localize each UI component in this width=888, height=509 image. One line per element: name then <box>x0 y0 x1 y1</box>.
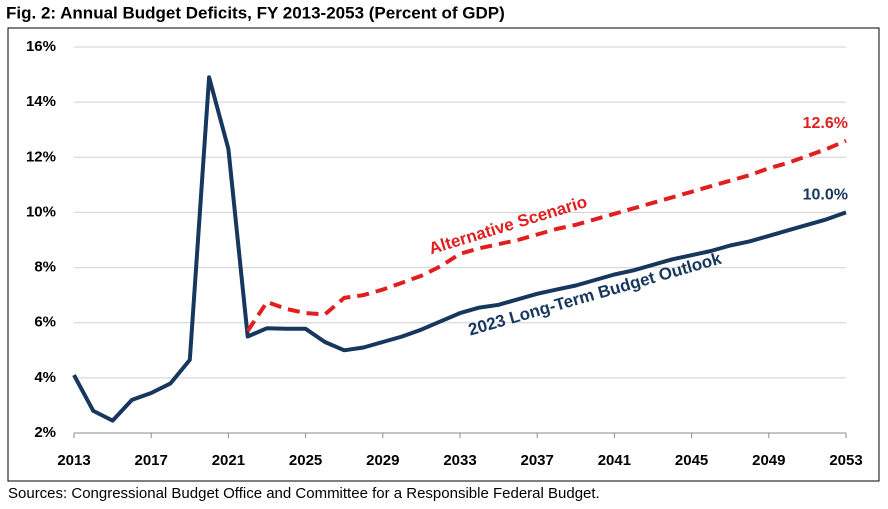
x-tick-label: 2045 <box>675 452 708 469</box>
x-tick-label: 2049 <box>752 452 785 469</box>
x-tick-label: 2041 <box>598 452 631 469</box>
value-label: 10.0% <box>803 187 848 204</box>
y-tick-label: 2% <box>34 424 56 441</box>
x-tick-label: 2013 <box>57 452 90 469</box>
chart-title: Fig. 2: Annual Budget Deficits, FY 2013-… <box>6 3 505 22</box>
y-tick-label: 12% <box>26 148 56 165</box>
y-tick-label: 16% <box>26 38 56 55</box>
value-label: 12.6% <box>803 115 848 132</box>
y-tick-label: 10% <box>26 203 56 220</box>
x-tick-label: 2025 <box>289 452 322 469</box>
y-tick-label: 6% <box>34 314 56 331</box>
x-tick-label: 2033 <box>443 452 476 469</box>
y-tick-label: 4% <box>34 369 56 386</box>
x-tick-label: 2037 <box>521 452 554 469</box>
chart-frame <box>7 27 880 482</box>
x-tick-label: 2053 <box>829 452 862 469</box>
x-tick-label: 2017 <box>135 452 168 469</box>
source-note: Sources: Congressional Budget Office and… <box>8 485 600 502</box>
y-tick-label: 14% <box>26 93 56 110</box>
series-label: 2023 Long-Term Budget Outlook <box>466 249 724 340</box>
x-tick-label: 2029 <box>366 452 399 469</box>
series-line <box>246 138 847 333</box>
x-tick-label: 2021 <box>212 452 245 469</box>
y-tick-label: 8% <box>34 259 56 276</box>
series-line <box>72 75 847 423</box>
